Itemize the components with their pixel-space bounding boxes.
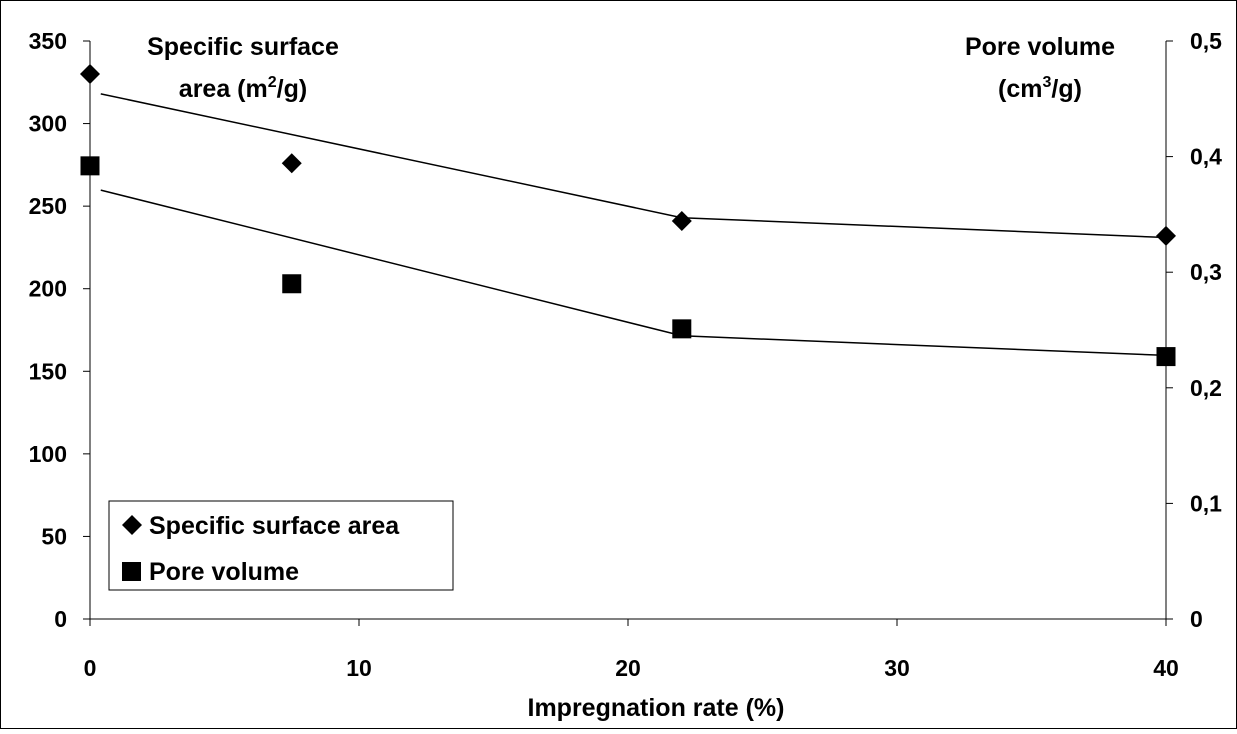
left-axis-tick-label: 0 [54,606,67,632]
pore-volume-point [282,274,302,294]
left-axis-tick-label: 50 [41,523,67,549]
left-axis-tick-label: 300 [29,111,67,137]
left-axis-tick-label: 100 [29,441,67,467]
x-axis-title: Impregnation rate (%) [528,694,785,722]
right-axis-tick-label: 0,5 [1190,28,1222,54]
surface-area-point [1156,225,1176,246]
pore-volume-point [1156,347,1176,367]
pore-volume-point [80,156,100,176]
x-axis-tick-label: 30 [884,655,910,681]
right-axis-tick-label: 0,2 [1190,375,1222,401]
left-axis-tick-label: 150 [29,358,67,384]
markers [80,64,1176,367]
right-axis-tick-label: 0 [1190,606,1203,632]
surface-area-point [80,64,100,85]
x-axis-tick-label: 20 [615,655,641,681]
right-axis-tick-label: 0,1 [1190,490,1222,516]
legend-label-pore-volume: Pore volume [149,558,299,586]
x-axis-tick-label: 0 [84,655,97,681]
pore-volume-point [672,319,692,339]
surface-area-point [281,153,302,174]
x-axis-tick-label: 10 [346,655,372,681]
axes: 0 50 100 150 200 250 300 350 0 0,1 0,2 0,3 0,4 0,5 0 10… [29,28,1223,681]
surface-area-point [671,211,692,232]
legend: Specific surface area Pore volume [108,500,454,591]
right-axis-title-line1: Pore volume [965,33,1115,61]
left-axis-title-line1: Specific surface [147,33,339,61]
left-axis-tick-label: 200 [29,276,67,302]
right-axis-tick-label: 0,4 [1190,144,1222,170]
left-axis-tick-label: 250 [29,193,67,219]
legend-square-icon [122,562,141,581]
right-axis-tick-label: 0,3 [1190,259,1222,285]
left-axis-title-line2: area (m2/g) [179,74,307,103]
left-axis-tick-label: 350 [29,28,67,54]
legend-label-surface-area: Specific surface area [149,512,400,540]
right-axis-title-line2: (cm3/g) [998,74,1082,103]
legend-box [108,500,454,591]
x-axis-tick-label: 40 [1153,655,1179,681]
legend-diamond-icon [122,515,142,535]
